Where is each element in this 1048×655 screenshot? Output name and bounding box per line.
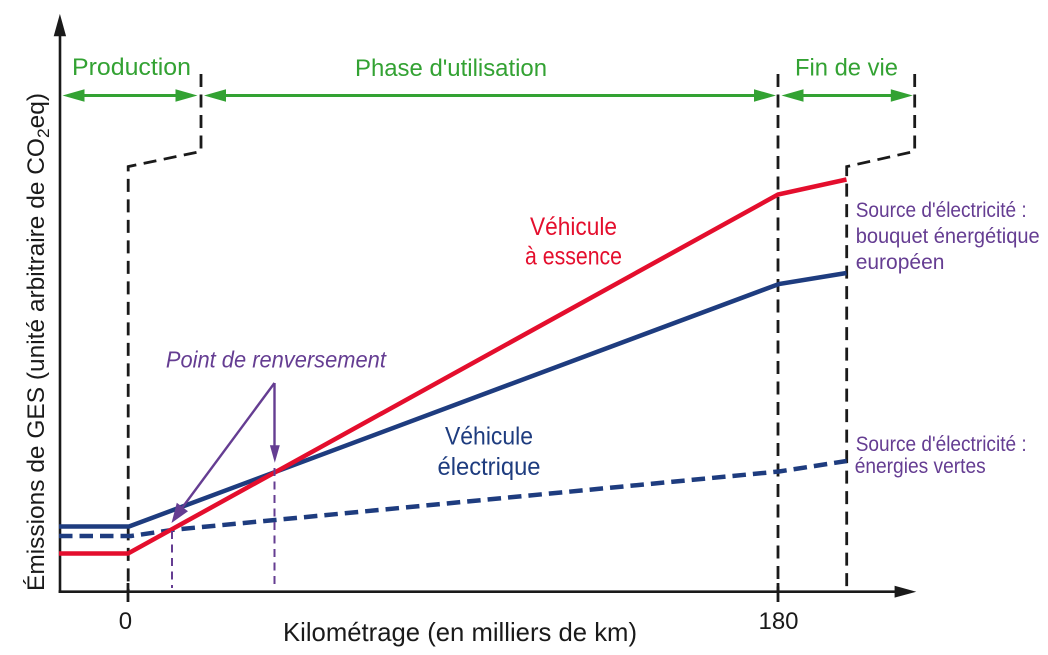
svg-text:Source d'électricité :: Source d'électricité :	[856, 199, 1027, 222]
svg-text:Production: Production	[72, 54, 191, 81]
svg-text:Fin de vie: Fin de vie	[795, 55, 898, 82]
svg-text:Véhicule: Véhicule	[445, 423, 533, 451]
svg-text:à essence: à essence	[525, 243, 622, 271]
svg-text:européen: européen	[856, 251, 945, 274]
svg-text:bouquet énergétique: bouquet énergétique	[856, 225, 1040, 248]
svg-text:Émissions de GES (unité arbitr: Émissions de GES (unité arbitraire de CO…	[23, 93, 53, 591]
svg-text:Kilométrage (en milliers de km: Kilométrage (en milliers de km)	[283, 617, 637, 647]
svg-text:Source d'électricité :: Source d'électricité :	[856, 433, 1027, 456]
svg-text:énergies vertes: énergies vertes	[855, 455, 986, 478]
svg-text:électrique: électrique	[438, 453, 541, 481]
svg-text:Point de renversement: Point de renversement	[166, 347, 388, 373]
svg-text:180: 180	[758, 608, 798, 635]
svg-text:0: 0	[119, 608, 132, 635]
svg-text:Véhicule: Véhicule	[530, 213, 617, 241]
svg-text:Phase d'utilisation: Phase d'utilisation	[355, 55, 547, 82]
